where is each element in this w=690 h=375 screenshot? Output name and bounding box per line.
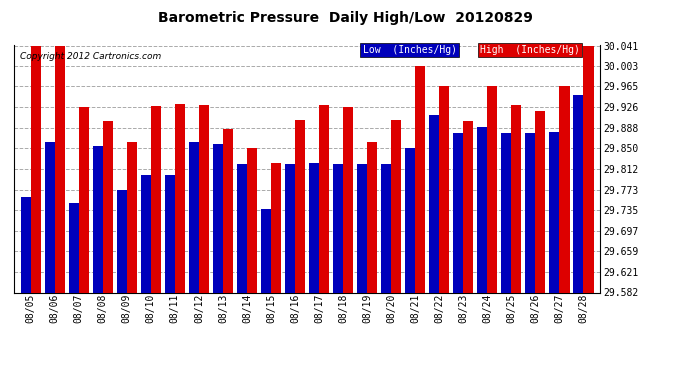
Bar	[487, 86, 497, 292]
Bar	[21, 197, 30, 292]
Bar	[511, 105, 522, 292]
Bar	[175, 104, 185, 292]
Bar	[525, 133, 535, 292]
Bar	[127, 142, 137, 292]
Bar	[405, 148, 415, 292]
Bar	[477, 127, 487, 292]
Bar	[213, 144, 223, 292]
Bar	[549, 132, 560, 292]
Bar	[343, 107, 353, 292]
Bar	[440, 86, 449, 292]
Bar	[584, 45, 593, 292]
Bar	[45, 142, 55, 292]
Bar	[333, 165, 343, 292]
Bar	[199, 105, 209, 292]
Bar	[117, 190, 127, 292]
Bar	[429, 115, 440, 292]
Bar	[319, 105, 329, 292]
Bar	[189, 142, 199, 292]
Bar	[357, 165, 367, 292]
Bar	[285, 165, 295, 292]
Bar	[367, 142, 377, 292]
Bar	[55, 45, 65, 292]
Bar	[501, 133, 511, 292]
Bar	[92, 146, 103, 292]
Bar	[453, 133, 463, 292]
Bar	[560, 86, 569, 292]
Bar	[391, 120, 402, 292]
Bar	[573, 94, 584, 292]
Bar	[151, 106, 161, 292]
Text: Barometric Pressure  Daily High/Low  20120829: Barometric Pressure Daily High/Low 20120…	[157, 11, 533, 25]
Bar	[79, 107, 89, 292]
Bar	[463, 122, 473, 292]
Bar	[103, 122, 113, 292]
Bar	[30, 45, 41, 292]
Text: Copyright 2012 Cartronics.com: Copyright 2012 Cartronics.com	[19, 53, 161, 62]
Bar	[295, 120, 305, 292]
Bar	[247, 148, 257, 292]
Bar	[535, 111, 546, 292]
Bar	[309, 164, 319, 292]
Bar	[223, 129, 233, 292]
Text: Low  (Inches/Hg): Low (Inches/Hg)	[363, 45, 457, 55]
Bar	[165, 175, 175, 292]
Bar	[261, 209, 271, 292]
Bar	[68, 203, 79, 292]
Bar	[237, 165, 247, 292]
Bar	[415, 66, 425, 292]
Bar	[141, 175, 151, 292]
Bar	[271, 163, 281, 292]
Text: High  (Inches/Hg): High (Inches/Hg)	[480, 45, 580, 55]
Bar	[381, 165, 391, 292]
